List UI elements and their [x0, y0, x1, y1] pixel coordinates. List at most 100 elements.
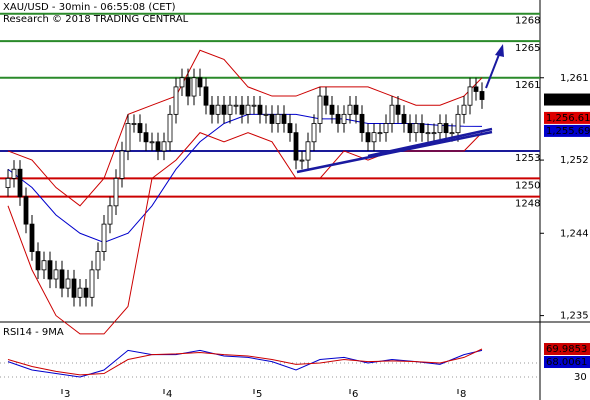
candle-body — [317, 95, 323, 124]
candle-body — [221, 104, 227, 115]
candle-body — [233, 104, 239, 107]
price-marker — [544, 93, 590, 106]
candle-body — [335, 113, 341, 124]
candle-body — [185, 77, 191, 97]
candle-body — [359, 113, 365, 134]
candle-body — [161, 141, 167, 152]
candle-body — [245, 104, 251, 115]
value-marker — [544, 343, 590, 356]
candle-body — [59, 269, 65, 289]
candle-body — [29, 223, 35, 252]
candle-body — [419, 123, 425, 134]
candle-body — [137, 123, 143, 134]
level-label: 1248 — [515, 199, 540, 210]
price-marker-label: 1,256.61 — [546, 113, 590, 124]
x-tick-label: 5 — [256, 389, 262, 400]
level-label: 1261 — [515, 80, 540, 91]
x-tick-label: 4 — [166, 389, 172, 400]
price-marker — [544, 124, 590, 137]
candle-body — [365, 132, 371, 143]
candle-body — [401, 113, 407, 124]
value-marker-label: 68.0061 — [546, 357, 587, 368]
trend-line — [296, 130, 493, 174]
level-label: 1265 — [515, 43, 540, 54]
candle-body — [281, 113, 287, 124]
candle-body — [227, 104, 233, 115]
candle-body — [425, 132, 431, 135]
candle-body — [389, 104, 395, 124]
candle-body — [167, 113, 173, 143]
candle-body — [209, 104, 215, 115]
candle-body — [467, 86, 473, 106]
chart-title: XAU/USD - 30min - 06:55:08 (CET) — [3, 2, 176, 13]
y-tick-label: 1,244 — [560, 228, 589, 239]
candle-body — [299, 159, 305, 162]
candle-body — [275, 113, 281, 124]
price-marker-label: 1,258.62 — [546, 95, 590, 106]
candle-body — [449, 132, 455, 135]
candle-body — [5, 177, 11, 188]
candle-body — [431, 132, 437, 135]
candle-body — [155, 141, 161, 152]
candle-body — [293, 132, 299, 161]
candle-body — [77, 287, 83, 298]
candle-body — [269, 113, 275, 124]
series-line — [7, 49, 483, 207]
candle-body — [89, 269, 95, 298]
candle-body — [443, 123, 449, 134]
x-tick-label: 8 — [460, 389, 466, 400]
candle-body — [47, 260, 53, 280]
candle-body — [347, 104, 353, 115]
y-tick-label: 1,252 — [560, 155, 589, 166]
candle-body — [215, 104, 221, 115]
candle-body — [311, 123, 317, 143]
candle-body — [131, 123, 137, 125]
panel-title: RSI14 - 9MA — [3, 327, 64, 338]
candle-body — [479, 91, 485, 100]
candle-body — [113, 177, 119, 207]
plot: 1,261 1,252 1,244 1,235 1268 1265 1261 1253 1250… — [0, 12, 590, 400]
price-marker — [544, 111, 590, 124]
candle-body — [437, 123, 443, 134]
candle-body — [95, 251, 101, 271]
series-line — [7, 132, 483, 335]
level-label: 1253 — [515, 153, 540, 164]
candle-body — [143, 132, 149, 143]
arrow-head — [495, 44, 504, 57]
candle-body — [239, 104, 245, 115]
candle-body — [179, 77, 185, 88]
candle-body — [149, 141, 155, 144]
candle-body — [65, 278, 71, 289]
candle-body — [263, 113, 269, 116]
candle-body — [413, 123, 419, 134]
series-line — [7, 348, 483, 376]
price-marker-label: 1,255.69 — [546, 126, 590, 137]
candle-body — [23, 196, 29, 225]
candle-body — [101, 223, 107, 252]
candle-body — [251, 104, 257, 107]
candle-body — [119, 150, 125, 179]
candle-body — [83, 287, 89, 298]
candle-body — [395, 104, 401, 115]
value-marker — [544, 356, 590, 369]
candle-body — [341, 113, 347, 124]
candle-body — [257, 104, 263, 115]
candle-body — [35, 251, 41, 271]
candle-body — [197, 77, 203, 88]
chart-subtitle: Research © 2018 TRADING CENTRAL — [3, 14, 189, 25]
y-tick-label: 1,235 — [560, 311, 589, 322]
candle-body — [53, 269, 59, 280]
candle-body — [461, 104, 467, 115]
candle-body — [383, 123, 389, 134]
candle-body — [173, 86, 179, 115]
candle-body — [329, 104, 335, 115]
candle-body — [353, 104, 359, 115]
x-tick-label: 6 — [352, 389, 358, 400]
candle-body — [203, 86, 209, 106]
candle-body — [125, 123, 131, 152]
candle-body — [371, 132, 377, 143]
value-marker-label: 69.9853 — [546, 344, 587, 355]
y-tick-label: 1,261 — [560, 73, 589, 84]
